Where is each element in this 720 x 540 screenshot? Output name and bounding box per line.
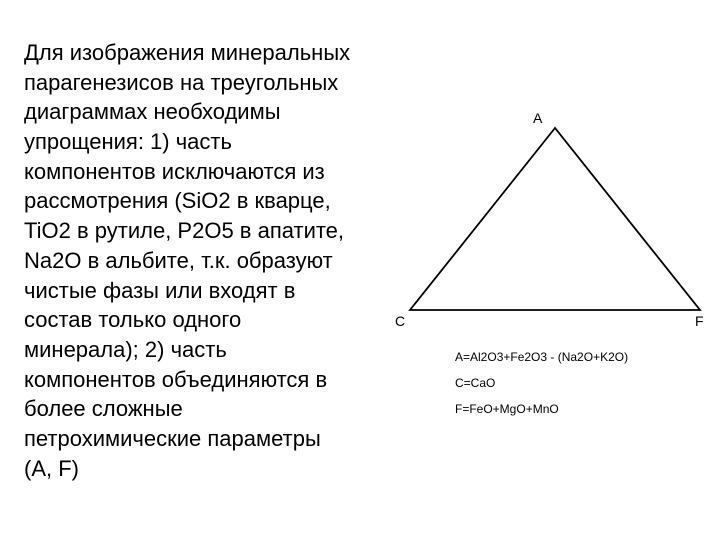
- explanatory-paragraph: Для изображения минеральных парагенезисо…: [24, 38, 352, 483]
- triangle-polygon: [410, 128, 700, 310]
- formula-a: A=Al2O3+Fe2O3 - (Na2O+K2O): [455, 350, 628, 364]
- text-column: Для изображения минеральных парагенезисо…: [0, 0, 360, 540]
- page-root: Для изображения минеральных парагенезисо…: [0, 0, 720, 540]
- vertex-label-a: A: [533, 110, 542, 126]
- diagram-column: A C F A=Al2O3+Fe2O3 - (Na2O+K2O) C=CaO F…: [360, 0, 720, 540]
- vertex-label-c: C: [395, 313, 405, 329]
- formula-f: F=FeO+MgO+MnO: [455, 402, 628, 416]
- formula-c: C=CaO: [455, 376, 628, 390]
- triangle-shape: [410, 128, 700, 318]
- formula-block: A=Al2O3+Fe2O3 - (Na2O+K2O) C=CaO F=FeO+M…: [455, 350, 628, 428]
